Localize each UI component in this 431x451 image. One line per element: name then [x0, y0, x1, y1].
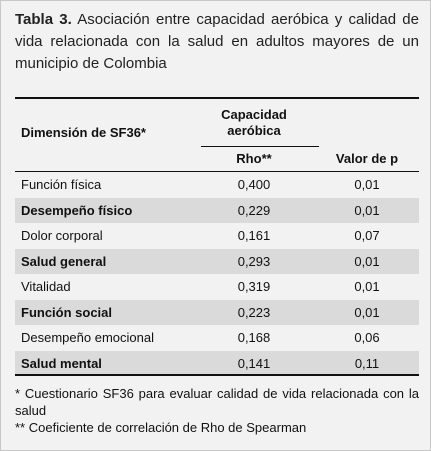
p-value: 0,11 — [354, 355, 380, 371]
rho-value: 0,319 — [237, 279, 271, 294]
header-rho: Rho** — [236, 151, 272, 166]
header-group: Capacidad aeróbica — [221, 107, 287, 138]
row-label: Desempeño físico — [21, 202, 133, 218]
rho-value: 0,168 — [237, 330, 271, 345]
footnote: ** Coeficiente de correlación de Rho de … — [15, 420, 307, 435]
p-value: 0,01 — [354, 202, 380, 218]
row-label: Dolor corporal — [21, 228, 103, 243]
footnotes: * Cuestionario SF36 para evaluar calidad… — [15, 385, 419, 436]
table-caption: Asociación entre capacidad aeróbica y ca… — [15, 11, 419, 72]
row-shade — [15, 350, 419, 376]
table-label: Tabla 3. — [15, 11, 72, 28]
rho-value: 0,400 — [237, 177, 271, 192]
group-rule — [201, 146, 319, 147]
header-dimension: Dimensión de SF36* — [21, 125, 146, 140]
rho-value: 0,229 — [237, 202, 271, 218]
row-label: Salud general — [21, 253, 107, 269]
header-rule — [15, 171, 419, 172]
p-value: 0,07 — [354, 228, 380, 243]
bottom-rule — [15, 374, 419, 376]
p-value: 0,01 — [354, 253, 380, 269]
p-value: 0,01 — [354, 304, 380, 320]
p-value: 0,01 — [354, 279, 380, 294]
row-shade — [15, 248, 419, 274]
header-p: Valor de p — [335, 151, 399, 166]
row-label: Salud mental — [21, 355, 102, 371]
top-rule — [15, 97, 419, 99]
table-title: Tabla 3. Asociación entre capacidad aeró… — [15, 9, 419, 75]
row-shade — [15, 299, 419, 325]
row-label: Desempeño emocional — [21, 330, 154, 345]
rho-value: 0,293 — [237, 253, 271, 269]
p-value: 0,01 — [354, 177, 380, 192]
row-label: Función física — [21, 177, 102, 192]
rho-value: 0,223 — [237, 304, 271, 320]
row-label: Función social — [21, 304, 113, 320]
row-label: Vitalidad — [21, 279, 71, 294]
p-value: 0,06 — [354, 330, 380, 345]
rho-value: 0,141 — [237, 355, 271, 371]
footnote: * Cuestionario SF36 para evaluar calidad… — [15, 386, 419, 418]
row-shade — [15, 197, 419, 223]
rho-value: 0,161 — [237, 228, 271, 243]
